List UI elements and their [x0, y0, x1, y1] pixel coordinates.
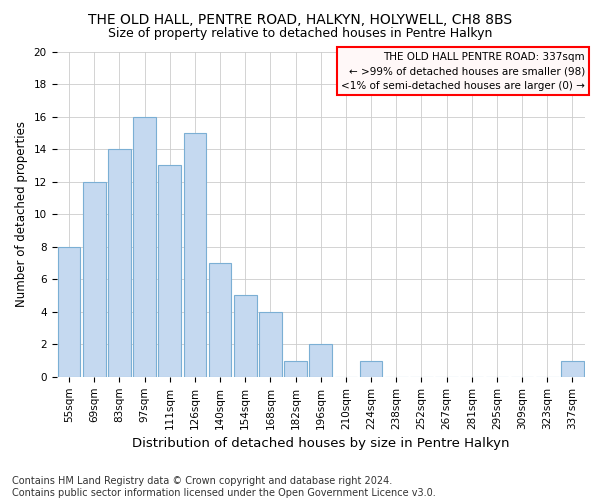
Bar [184, 133, 206, 377]
Bar [284, 360, 307, 377]
Bar [310, 344, 332, 377]
Text: Size of property relative to detached houses in Pentre Halkyn: Size of property relative to detached ho… [108, 28, 492, 40]
Bar [259, 312, 282, 377]
Bar [133, 116, 156, 377]
Bar [360, 360, 382, 377]
Bar [209, 263, 232, 377]
Text: Contains HM Land Registry data © Crown copyright and database right 2024.
Contai: Contains HM Land Registry data © Crown c… [12, 476, 436, 498]
Bar [234, 296, 257, 377]
Bar [158, 166, 181, 377]
Bar [561, 360, 584, 377]
Bar [83, 182, 106, 377]
X-axis label: Distribution of detached houses by size in Pentre Halkyn: Distribution of detached houses by size … [132, 437, 509, 450]
Text: THE OLD HALL PENTRE ROAD: 337sqm
← >99% of detached houses are smaller (98)
<1% : THE OLD HALL PENTRE ROAD: 337sqm ← >99% … [341, 52, 585, 91]
Bar [58, 246, 80, 377]
Y-axis label: Number of detached properties: Number of detached properties [15, 121, 28, 307]
Text: THE OLD HALL, PENTRE ROAD, HALKYN, HOLYWELL, CH8 8BS: THE OLD HALL, PENTRE ROAD, HALKYN, HOLYW… [88, 12, 512, 26]
Bar [108, 149, 131, 377]
